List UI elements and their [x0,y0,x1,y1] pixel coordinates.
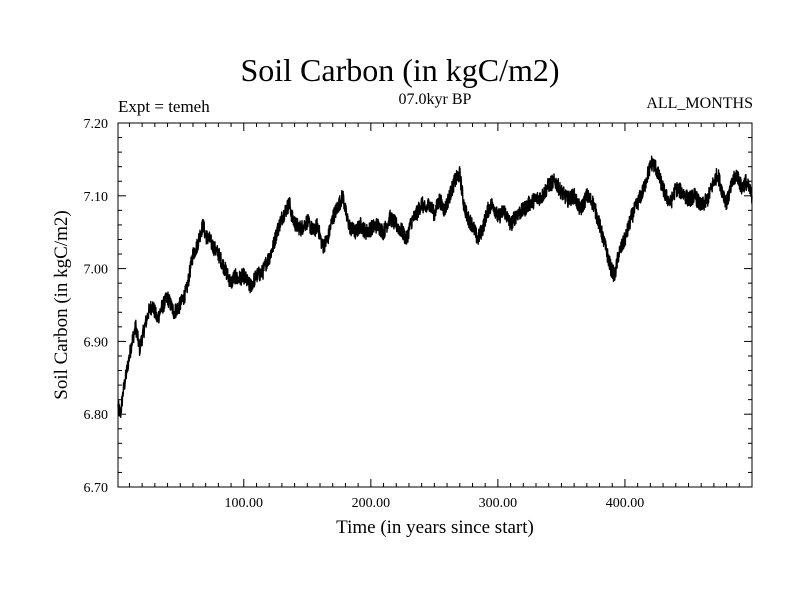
y-axis-label: Soil Carbon (in kgC/m2) [51,210,72,400]
chart-title: Soil Carbon (in kgC/m2) [240,52,560,88]
x-tick-label: 200.00 [352,496,391,511]
y-tick-label: 7.00 [84,263,109,278]
y-axis: 6.70 6.80 6.90 7.00 7.10 7.20 [84,117,752,496]
chart-subtitle: 07.0kyr BP [398,91,472,108]
x-axis-label: Time (in years since start) [336,517,534,538]
minor-ticks [118,123,752,487]
experiment-label: Expt = temeh [118,97,210,116]
y-tick-label: 6.70 [84,481,109,496]
x-tick-label: 100.00 [225,496,264,511]
y-tick-label: 6.90 [84,335,109,350]
y-tick-label: 6.80 [84,408,109,423]
series-line [117,155,753,419]
x-tick-label: 400.00 [606,496,645,511]
x-axis: 100.00 200.00 300.00 400.00 [225,123,645,511]
months-label: ALL_MONTHS [646,95,753,112]
y-tick-label: 7.10 [84,190,109,205]
y-tick-label: 7.20 [84,117,109,132]
series-group [117,155,753,419]
x-tick-label: 300.00 [479,496,518,511]
plot-frame [117,122,753,488]
